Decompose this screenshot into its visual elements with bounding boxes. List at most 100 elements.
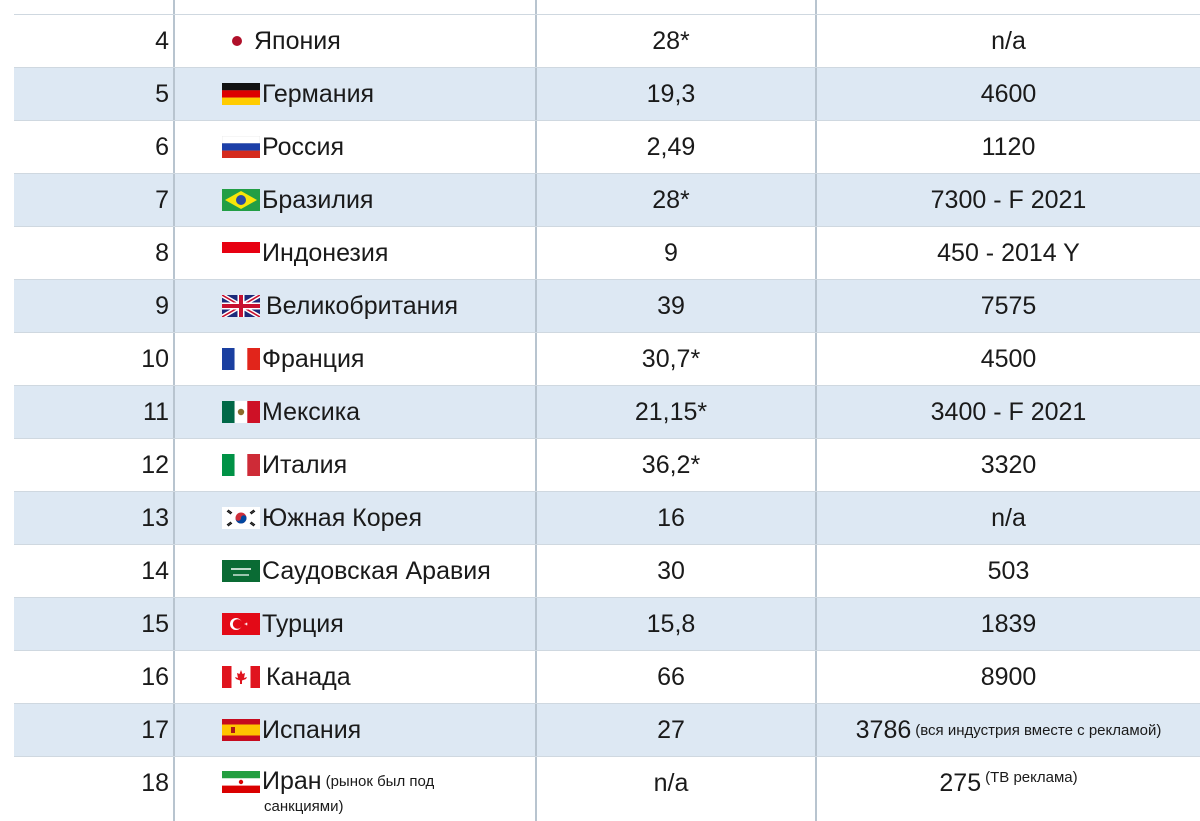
rank-cell: 9 [14, 280, 175, 332]
rank-cell: 17 [14, 704, 175, 756]
country-name: Индонезия [262, 238, 389, 267]
rank-cell: 16 [14, 651, 175, 703]
es-flag-icon [222, 719, 260, 741]
table-row: 12 Италия 36,2* 3320 [14, 439, 1200, 492]
country-cell: Канада [175, 651, 537, 703]
country-name: Великобритания [266, 291, 458, 320]
table-row: 5 Германия 19,3 4600 [14, 68, 1200, 121]
value2-cell: 3320 [980, 450, 1037, 479]
table-row: 14 Саудовская Аравия 30 503 [14, 545, 1200, 598]
value2-text: 3786 [855, 715, 912, 744]
country-cell: Саудовская Аравия [175, 545, 537, 597]
table-row: 4 Япония 28* n/a [14, 15, 1200, 68]
table-row: 9 Великобритания 39 7575 [14, 280, 1200, 333]
country-name: Иран [262, 767, 322, 795]
value2-cell [817, 0, 1200, 14]
value2-cell: 7575 [980, 291, 1037, 320]
value1-cell: 15,8 [537, 598, 817, 650]
country-cell: Иран (рынок был под санкциями) [175, 757, 537, 821]
table-row: 7 Бразилия 28* 7300 - F 2021 [14, 174, 1200, 227]
value1-cell: 36,2* [537, 439, 817, 491]
kr-flag-icon [222, 507, 260, 529]
value1-cell: 16 [537, 492, 817, 544]
country-name: Мексика [262, 397, 361, 426]
country-cell: Германия [175, 68, 537, 120]
ca-flag-icon [222, 666, 260, 688]
rank-cell: 8 [14, 227, 175, 279]
value1-cell: 9 [537, 227, 817, 279]
id-flag-icon [222, 242, 260, 264]
country-name: Саудовская Аравия [262, 556, 491, 585]
value1-cell: 27 [537, 704, 817, 756]
value2-cell: 4600 [980, 79, 1037, 108]
fr-flag-icon [222, 348, 260, 370]
country-cell: Япония [175, 15, 537, 67]
country-name: Германия [262, 79, 375, 108]
value1-cell: 2,49 [537, 121, 817, 173]
rank-cell: 11 [14, 386, 175, 438]
country-name: Турция [262, 609, 344, 638]
value1-cell [537, 0, 817, 14]
value1-cell: 30,7* [537, 333, 817, 385]
country-cell: Италия [175, 439, 537, 491]
value2-note: (вся индустрия вместе с рекламой) [915, 721, 1162, 739]
value2-cell: 8900 [980, 662, 1037, 691]
rank-cell: 13 [14, 492, 175, 544]
table-row: 10 Франция 30,7* 4500 [14, 333, 1200, 386]
value1-cell: 30 [537, 545, 817, 597]
value2-cell: 7300 - F 2021 [930, 185, 1087, 214]
rank-cell: 14 [14, 545, 175, 597]
value1-cell: 19,3 [537, 68, 817, 120]
table-row: 17 Испания 27 3786 (вся индустрия вместе… [14, 704, 1200, 757]
country-cell: Южная Корея [175, 492, 537, 544]
country-cell: Россия [175, 121, 537, 173]
table-row: 18 Иран (рынок был под санкциями) n/a 27… [14, 757, 1200, 821]
data-table: 4 Япония 28* n/a 5 Германия 19,3 4600 6 … [14, 0, 1200, 821]
rank-cell: 18 [14, 757, 175, 821]
value2-cell: 3400 - F 2021 [930, 397, 1087, 426]
value1-cell: 66 [537, 651, 817, 703]
gb-flag-icon [222, 295, 260, 317]
table-row: 13 Южная Корея 16 n/a [14, 492, 1200, 545]
table-row: 8 Индонезия 9 450 - 2014 Y [14, 227, 1200, 280]
rank-cell [14, 0, 175, 14]
value1-cell: 28* [537, 174, 817, 226]
value1-cell: 28* [537, 15, 817, 67]
value2-text: 275 [939, 769, 982, 797]
it-flag-icon [222, 454, 260, 476]
country-name: Бразилия [262, 185, 374, 214]
value2-cell: 275 (ТВ реклама) [817, 757, 1200, 821]
country-name: Южная Корея [262, 503, 422, 532]
value2-cell: 1839 [980, 609, 1037, 638]
rank-cell: 6 [14, 121, 175, 173]
country-cell: Испания [175, 704, 537, 756]
value2-cell: 1120 [981, 132, 1036, 161]
value2-cell: 4500 [980, 344, 1037, 373]
table-row: 16 Канада 66 8900 [14, 651, 1200, 704]
br-flag-icon [222, 189, 260, 211]
country-cell: Турция [175, 598, 537, 650]
tr-flag-icon [222, 613, 260, 635]
value2-note: (ТВ реклама) [985, 769, 1078, 786]
rank-cell: 5 [14, 68, 175, 120]
value1-cell: n/a [537, 757, 817, 821]
value1-cell: 21,15* [537, 386, 817, 438]
rank-cell: 7 [14, 174, 175, 226]
value2-cell: 503 [987, 556, 1030, 585]
country-name: Испания [262, 715, 362, 744]
country-note-continued: санкциями) [264, 798, 344, 815]
country-name: Франция [262, 344, 365, 373]
sa-flag-icon [222, 560, 260, 582]
country-cell: Индонезия [175, 227, 537, 279]
country-cell: Франция [175, 333, 537, 385]
ru-flag-icon [222, 136, 260, 158]
country-note: (рынок был под [325, 773, 435, 790]
country-cell [175, 0, 537, 14]
table-row [14, 0, 1200, 15]
country-cell: Мексика [175, 386, 537, 438]
ir-flag-icon [222, 770, 260, 793]
value2-cell: 450 - 2014 Y [937, 238, 1080, 267]
country-name: Италия [262, 450, 348, 479]
rank-cell: 12 [14, 439, 175, 491]
rank-cell: 10 [14, 333, 175, 385]
